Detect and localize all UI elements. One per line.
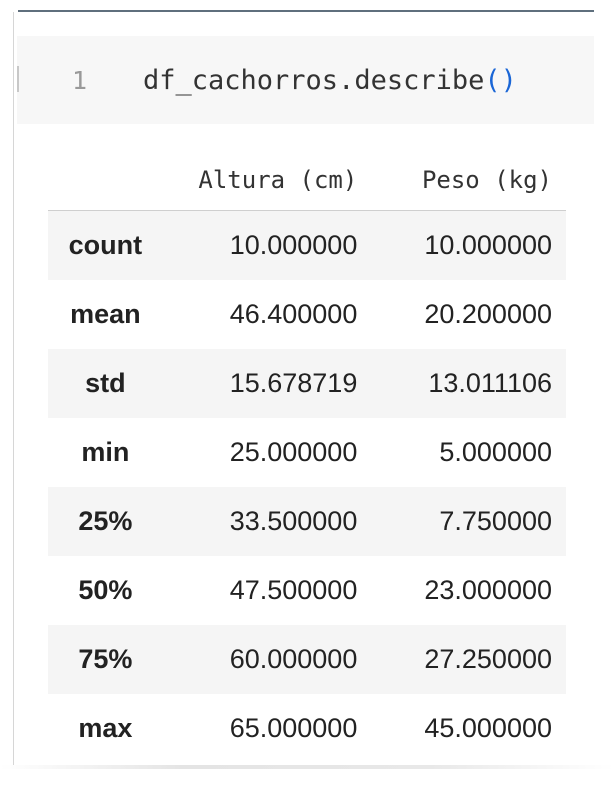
cell-left-border bbox=[13, 12, 14, 767]
table-row: 75% 60.000000 27.250000 bbox=[48, 625, 566, 694]
table-corner-cell bbox=[48, 150, 163, 211]
table-row: mean 46.400000 20.200000 bbox=[48, 280, 566, 349]
code-input-area[interactable] bbox=[17, 36, 594, 124]
table-cell: 15.678719 bbox=[229, 368, 358, 398]
table-cell: 47.500000 bbox=[229, 575, 358, 605]
table-cell: 10.000000 bbox=[424, 230, 552, 260]
table-header-row: Altura (cm) Peso (kg) bbox=[48, 150, 566, 211]
cell-top-border bbox=[18, 10, 594, 12]
table-cell: 45.000000 bbox=[424, 713, 552, 743]
describe-output-table: Altura (cm) Peso (kg) count 10.000000 10… bbox=[48, 150, 566, 763]
code-parens: () bbox=[484, 65, 517, 96]
code-text: df_cachorros.describe bbox=[143, 65, 485, 96]
row-label: max bbox=[78, 713, 133, 743]
table-cell: 33.500000 bbox=[229, 506, 358, 536]
row-label: count bbox=[68, 230, 143, 260]
table-row: count 10.000000 10.000000 bbox=[48, 210, 566, 280]
row-label: 25% bbox=[78, 506, 133, 536]
table-cell: 13.011106 bbox=[428, 368, 552, 398]
table-row: min 25.000000 5.000000 bbox=[48, 418, 566, 487]
table-row: std 15.678719 13.011106 bbox=[48, 349, 566, 418]
table-row: max 65.000000 45.000000 bbox=[48, 694, 566, 763]
line-number: 1 bbox=[72, 66, 88, 95]
table-cell: 20.200000 bbox=[424, 299, 552, 329]
table-cell: 23.000000 bbox=[424, 575, 552, 605]
table-cell: 5.000000 bbox=[439, 437, 552, 467]
table-cell: 60.000000 bbox=[229, 644, 358, 674]
column-header: Altura (cm) bbox=[162, 150, 358, 211]
table-cell: 65.000000 bbox=[229, 713, 358, 743]
table-cell: 46.400000 bbox=[229, 299, 358, 329]
table-cell: 7.750000 bbox=[439, 506, 552, 536]
row-label: std bbox=[85, 368, 126, 398]
input-prompt-edge bbox=[17, 66, 19, 92]
code-line[interactable]: df_cachorros.describe() bbox=[143, 62, 517, 100]
table-row: 25% 33.500000 7.750000 bbox=[48, 487, 566, 556]
table-cell: 10.000000 bbox=[229, 230, 358, 260]
table-row: 50% 47.500000 23.000000 bbox=[48, 556, 566, 625]
row-label: 75% bbox=[78, 644, 133, 674]
table-cell: 27.250000 bbox=[424, 644, 552, 674]
table-cell: 25.000000 bbox=[229, 437, 358, 467]
row-label: mean bbox=[70, 299, 141, 329]
column-header: Peso (kg) bbox=[357, 150, 566, 211]
row-label: min bbox=[81, 437, 130, 467]
cell-bottom-edge bbox=[0, 765, 614, 769]
row-label: 50% bbox=[78, 575, 133, 605]
